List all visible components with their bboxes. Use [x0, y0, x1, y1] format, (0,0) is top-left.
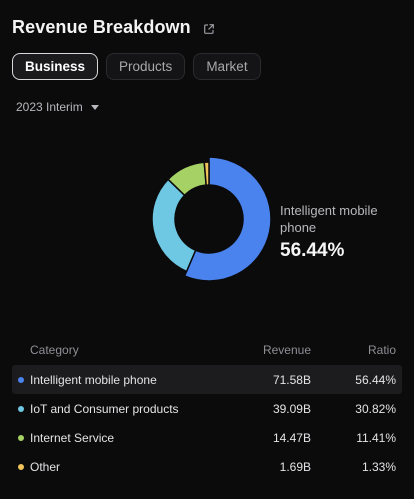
row-category: Other — [18, 460, 221, 474]
external-link-icon[interactable] — [203, 22, 215, 34]
header: Revenue Breakdown — [12, 17, 215, 38]
donut-slice-intelligent-mobile-phone[interactable] — [183, 156, 272, 282]
header-category: Category — [30, 343, 79, 357]
legend-dot — [18, 434, 24, 441]
legend-dot — [18, 405, 24, 412]
row-category-label: Intelligent mobile phone — [30, 372, 157, 387]
table-row[interactable]: Internet Service 14.47B 11.41% — [12, 423, 402, 452]
legend-dot — [18, 463, 24, 470]
page-title: Revenue Breakdown — [12, 17, 191, 37]
row-category: Intelligent mobile phone — [18, 373, 221, 387]
row-category-label: IoT and Consumer products — [30, 401, 179, 416]
breakdown-table: Category Revenue Ratio Intelligent mobil… — [12, 335, 402, 481]
row-category: Internet Service — [18, 431, 221, 445]
row-ratio: 11.41% — [356, 430, 396, 445]
row-ratio: 30.82% — [355, 401, 396, 416]
row-revenue: 1.69B — [279, 459, 311, 474]
row-category-label: Other — [30, 459, 61, 474]
chart-callout: Intelligent mobile phone 56.44% — [280, 202, 410, 262]
table-row[interactable]: IoT and Consumer products 39.09B 30.82% — [12, 394, 402, 423]
row-ratio: 56.44% — [355, 372, 396, 387]
tab-business[interactable]: Business — [12, 53, 99, 80]
row-category: IoT and Consumer products — [18, 402, 221, 416]
row-category-label: Internet Service — [30, 430, 115, 445]
donut-slice-other[interactable] — [203, 161, 210, 186]
row-revenue: 71.58B — [272, 372, 311, 387]
period-label: 2023 Interim — [16, 100, 83, 114]
row-ratio: 1.33% — [361, 459, 396, 474]
period-selector[interactable]: 2023 Interim — [16, 100, 99, 114]
caret-down-icon — [90, 105, 99, 110]
header-ratio: Ratio — [367, 343, 396, 357]
callout-category: Intelligent mobile phone — [280, 203, 378, 235]
table-row[interactable]: Other 1.69B 1.33% — [12, 452, 402, 481]
table-row[interactable]: Intelligent mobile phone 71.58B 56.44% — [12, 365, 402, 394]
tab-products[interactable]: Products — [106, 53, 186, 80]
legend-dot — [18, 376, 24, 383]
row-revenue: 39.09B — [272, 401, 311, 416]
row-revenue: 14.47B — [272, 430, 311, 445]
header-revenue: Revenue — [262, 343, 311, 357]
callout-percentage: 56.44% — [280, 240, 345, 261]
donut-slice-iot-and-consumer-products[interactable] — [151, 178, 197, 273]
tab-market[interactable]: Market — [193, 53, 261, 80]
table-header: Category Revenue Ratio — [12, 335, 402, 365]
donut-chart[interactable] — [146, 156, 272, 282]
tab-bar: Business Products Market — [12, 53, 261, 80]
